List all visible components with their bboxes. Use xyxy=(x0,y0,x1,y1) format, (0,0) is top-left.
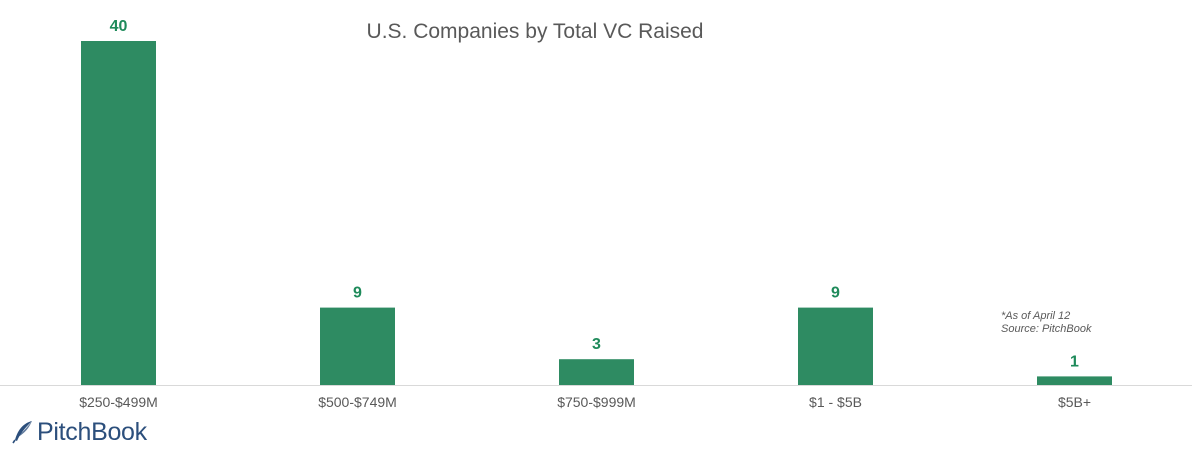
data-label-1: 9 xyxy=(353,285,362,302)
bar-group xyxy=(81,41,1112,385)
bar-2 xyxy=(559,359,634,385)
chart-title: U.S. Companies by Total VC Raised xyxy=(366,20,704,43)
x-tick-label-2: $750-$999M xyxy=(557,394,636,410)
pitchbook-logo: PitchBook xyxy=(12,418,147,446)
x-tick-label-group: $250-$499M $500-$749M $750-$999M $1 - $5B $5… xyxy=(79,394,1091,410)
data-label-0: 40 xyxy=(110,18,128,35)
logo-text: PitchBook xyxy=(37,417,147,446)
bar-0 xyxy=(81,41,156,385)
x-tick-label-3: $1 - $5B xyxy=(809,394,862,410)
data-label-2: 3 xyxy=(592,336,601,353)
data-label-3: 9 xyxy=(831,285,840,302)
quill-icon xyxy=(12,421,32,444)
bar-3 xyxy=(798,307,873,385)
as-of-note: *As of April 12 xyxy=(1001,310,1071,322)
x-tick-label-1: $500-$749M xyxy=(318,394,397,410)
data-label-group: 40 9 3 9 1 xyxy=(110,18,1079,370)
x-tick-label-4: $5B+ xyxy=(1058,394,1091,410)
source-note: Source: PitchBook xyxy=(1001,323,1092,335)
data-label-4: 1 xyxy=(1070,353,1079,370)
bar-4 xyxy=(1037,376,1112,385)
x-tick-label-0: $250-$499M xyxy=(79,394,158,410)
chart-notes: *As of April 12 Source: PitchBook xyxy=(1001,310,1092,336)
bar-1 xyxy=(320,307,395,385)
